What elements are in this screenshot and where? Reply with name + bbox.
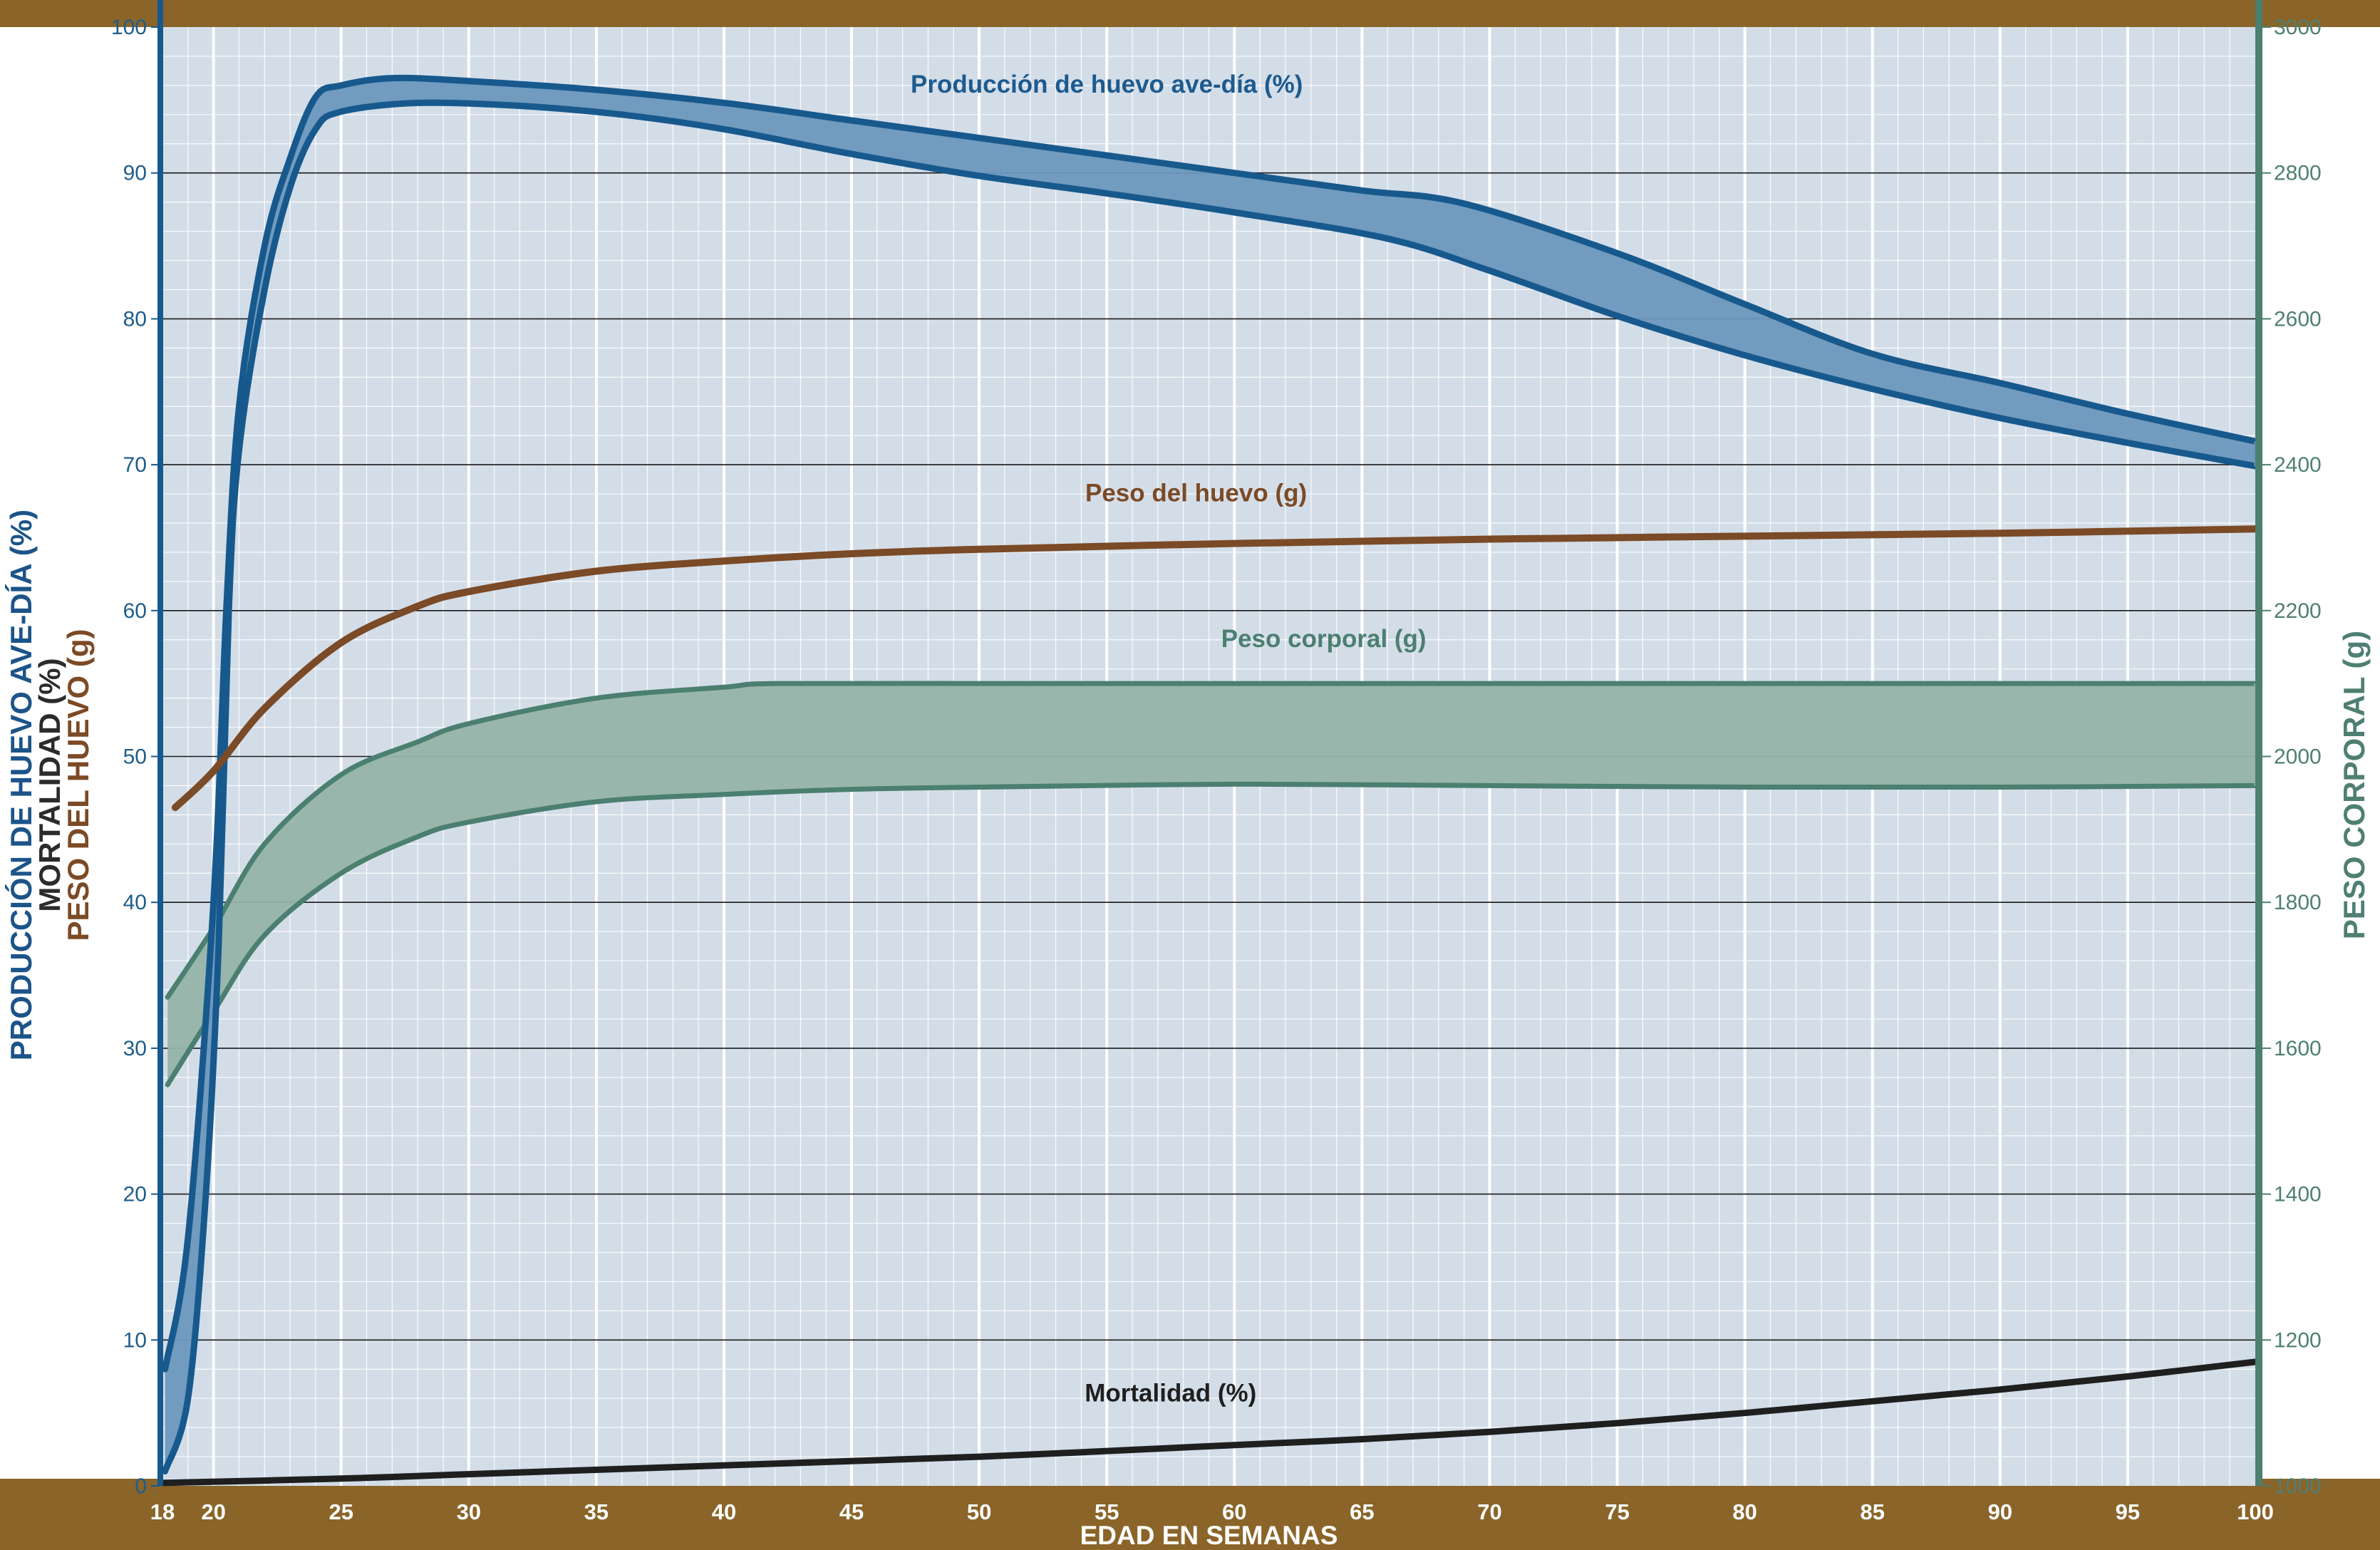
right-axis-bar (2255, 0, 2262, 1486)
left-tick-label: 20 (123, 1183, 147, 1207)
right-tick-label: 3000 (2274, 16, 2322, 39)
band-upper-line (165, 681, 2258, 1000)
series-layer (159, 74, 2259, 1487)
frame-bottom (0, 1479, 2380, 1550)
band-fill (167, 683, 2256, 1085)
right-tick-label: 2600 (2274, 307, 2322, 331)
series-line (171, 525, 2259, 812)
right-axis-title: PESO CORPORAL (g) (2337, 631, 2371, 939)
right-tick-label: 2400 (2274, 453, 2322, 477)
x-tick-label: 35 (584, 1499, 609, 1524)
right-tick-label: 2200 (2274, 599, 2322, 623)
x-tick-label: 25 (328, 1499, 353, 1524)
x-tick-label: 65 (1350, 1499, 1374, 1524)
x-tick-label: 18 (150, 1499, 175, 1524)
x-tick-labels: 18 20 25 30 35 40 45 50 55 60 65 70 75 80 85 90 95 100 (150, 1499, 2274, 1524)
series-label: Peso del huevo (g) (1085, 479, 1307, 507)
x-tick-label: 45 (839, 1499, 864, 1524)
band-lower-line (162, 99, 2259, 1474)
left-tick-labels: 0 10 20 30 40 50 60 70 80 90 100 (111, 16, 160, 1498)
x-tick-label: 40 (712, 1499, 736, 1524)
series-label: Producción de huevo ave-día (%) (911, 71, 1303, 98)
left-axis-title-line: PRODUCCIÓN DE HUEVO AVE-DÍA (%) (4, 510, 38, 1060)
series-label: Peso corporal (g) (1221, 625, 1427, 653)
right-tick-label: 1400 (2274, 1183, 2322, 1207)
x-tick-label: 85 (1861, 1499, 1885, 1524)
left-tick-label: 100 (111, 16, 147, 39)
right-tick-label: 2800 (2274, 162, 2322, 185)
left-tick-label: 70 (123, 453, 147, 477)
left-axis-title-line: PESO DEL HUEVO (g) (61, 629, 95, 941)
x-tick-label: 90 (1988, 1499, 2012, 1524)
frame-top (0, 0, 2380, 27)
x-tick-label: 75 (1605, 1499, 1629, 1524)
right-tick-label: 2000 (2274, 745, 2322, 769)
left-tick-label: 80 (123, 307, 147, 331)
x-tick-label: 80 (1732, 1499, 1756, 1524)
right-tick-labels: 1000 1200 1400 1600 1800 2000 2200 2400 2600 2800… (2262, 16, 2322, 1498)
x-tick-label: 55 (1095, 1499, 1119, 1524)
x-tick-label: 50 (967, 1499, 991, 1524)
x-tick-label: 60 (1222, 1499, 1246, 1524)
band-lower-line (165, 781, 2258, 1087)
left-axis-bar (157, 0, 163, 1486)
left-tick-label: 30 (123, 1037, 147, 1060)
x-tick-label: 100 (2237, 1499, 2274, 1524)
series-annotations: Producción de huevo ave-día (%) Peso del … (911, 71, 1427, 1407)
x-axis-label: EDAD EN SEMANAS (1080, 1521, 1338, 1550)
x-tick-label: 30 (457, 1499, 481, 1524)
left-tick-label: 0 (135, 1474, 147, 1498)
left-tick-label: 50 (123, 745, 147, 769)
left-tick-label: 90 (123, 162, 147, 185)
series-label: Mortalidad (%) (1085, 1379, 1256, 1407)
right-tick-label: 1200 (2274, 1328, 2322, 1352)
right-tick-label: 1800 (2274, 891, 2322, 914)
series-peso-del-huevo-g- (171, 525, 2259, 812)
x-tick-label: 95 (2116, 1499, 2140, 1524)
x-tick-label: 70 (1477, 1499, 1501, 1524)
series-mortalidad- (159, 1358, 2259, 1487)
left-axis-title-line: MORTALIDAD (%) (33, 658, 66, 911)
right-tick-label: 1000 (2274, 1474, 2322, 1498)
right-tick-label: 1600 (2274, 1037, 2322, 1060)
left-tick-label: 40 (123, 891, 147, 914)
left-tick-label: 60 (123, 599, 147, 623)
x-tick-label: 20 (201, 1499, 225, 1524)
left-tick-label: 10 (123, 1328, 147, 1352)
series-line (159, 1358, 2259, 1487)
left-axis-title: PRODUCCIÓN DE HUEVO AVE-DÍA (%)MORTALIDA… (4, 510, 95, 1060)
